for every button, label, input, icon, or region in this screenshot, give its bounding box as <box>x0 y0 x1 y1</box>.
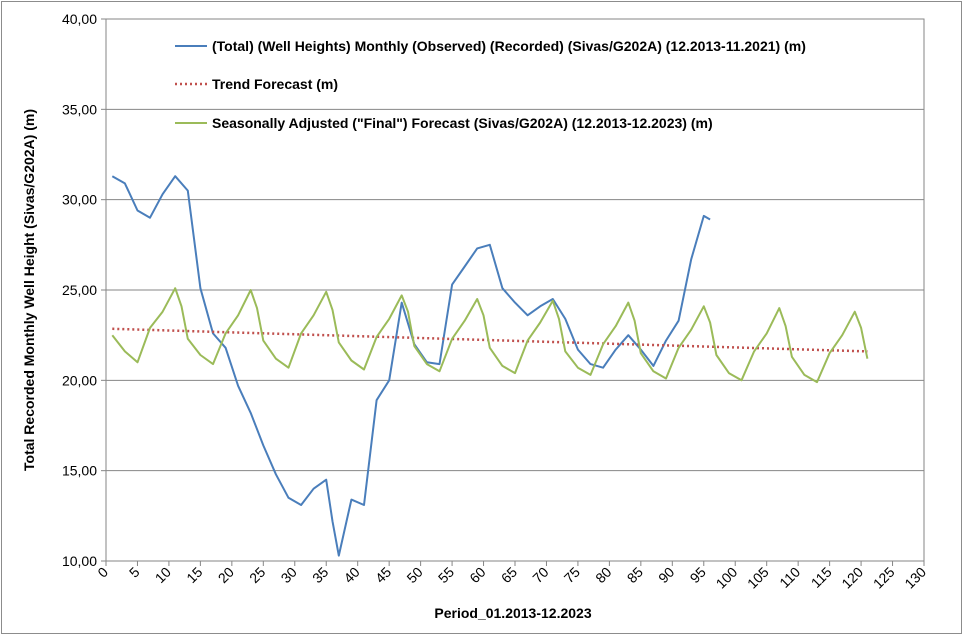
x-tick-label: 30 <box>278 564 300 586</box>
x-axis-title: Period_01.2013-12.2023 <box>434 605 591 621</box>
y-axis-title: Total Recorded Monthly Well Height (Siva… <box>21 109 37 471</box>
y-tick-label: 20,00 <box>62 372 97 388</box>
x-tick-label: 10 <box>152 564 174 586</box>
x-tick-label: 70 <box>529 564 551 586</box>
x-tick-label: 80 <box>592 564 614 586</box>
series-line-trend <box>112 327 868 353</box>
y-tick-label: 35,00 <box>62 101 97 117</box>
y-tick-label: 30,00 <box>62 192 97 208</box>
x-tick-label: 95 <box>687 564 709 586</box>
x-tick-label: 105 <box>744 564 772 592</box>
legend-label-seasonal: Seasonally Adjusted ("Final") Forecast (… <box>212 115 713 131</box>
x-tick-label: 90 <box>655 564 677 586</box>
x-tick-label: 75 <box>561 564 583 586</box>
y-tick-label: 15,00 <box>62 463 97 479</box>
series-line-seasonal <box>111 287 869 384</box>
x-tick-label: 55 <box>435 564 457 586</box>
x-tick-label: 125 <box>870 564 898 592</box>
y-tick-label: 10,00 <box>62 553 97 569</box>
x-tick-label: 60 <box>466 564 488 586</box>
x-tick-label: 15 <box>183 564 205 586</box>
x-tick-label: 115 <box>808 564 835 591</box>
series-layer <box>111 175 869 557</box>
x-tick-label: 20 <box>215 564 237 586</box>
legend: (Total) (Well Heights) Monthly (Observed… <box>175 38 806 131</box>
x-tick-label: 130 <box>901 564 929 592</box>
x-tick-label: 25 <box>246 564 268 586</box>
x-tick-label: 40 <box>340 564 362 586</box>
y-tick-label: 40,00 <box>62 11 97 27</box>
legend-label-observed: (Total) (Well Heights) Monthly (Observed… <box>212 38 806 54</box>
x-tick-label: 110 <box>776 564 803 591</box>
series-line-observed <box>111 175 711 557</box>
x-tick-label: 50 <box>403 564 425 586</box>
x-tick-label: 100 <box>713 564 741 592</box>
x-tick-label: 5 <box>126 564 143 581</box>
x-tick-label: 45 <box>372 564 394 586</box>
x-tick-label: 35 <box>309 564 331 586</box>
x-tick-label: 0 <box>94 564 111 581</box>
x-tick-label: 85 <box>624 564 646 586</box>
x-tick-label: 65 <box>498 564 520 586</box>
x-tick-label: 120 <box>838 564 866 592</box>
y-tick-label: 25,00 <box>62 282 97 298</box>
axis-ticks: 10,00 15,00 20,00 25,00 30,00 35,00 40,00 0 5 10 1… <box>62 11 929 592</box>
legend-label-trend: Trend Forecast (m) <box>212 76 338 92</box>
gridlines <box>106 108 924 472</box>
